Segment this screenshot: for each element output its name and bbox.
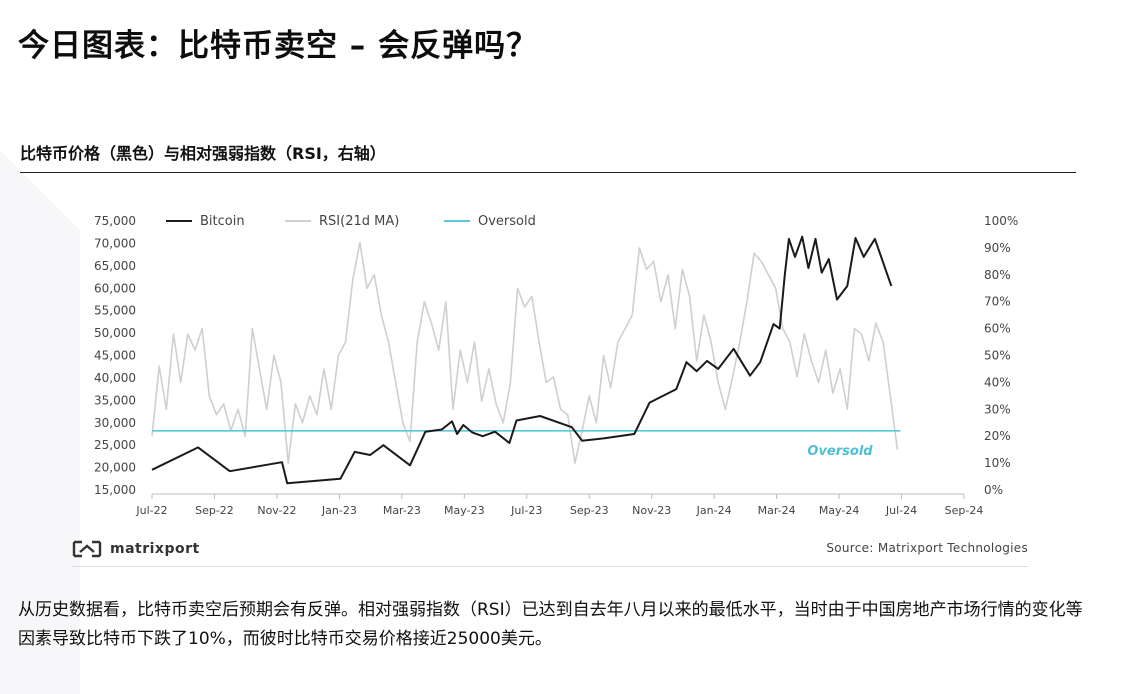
x-tick-label: Sep-23 bbox=[570, 504, 609, 517]
y-left-tick-label: 50,000 bbox=[94, 326, 136, 340]
y-left-tick-label: 65,000 bbox=[94, 259, 136, 273]
y-right-tick-label: 80% bbox=[984, 268, 1011, 282]
rsi-series-line bbox=[151, 241, 899, 464]
y-right-tick-label: 0% bbox=[984, 483, 1003, 497]
x-tick-label: May-23 bbox=[444, 504, 485, 517]
y-left-tick-label: 35,000 bbox=[94, 393, 136, 407]
x-tick-label: Jul-24 bbox=[885, 504, 917, 517]
y-left-tick-label: 75,000 bbox=[94, 214, 136, 228]
y-right-tick-label: 100% bbox=[984, 214, 1018, 228]
y-left-tick-label: 30,000 bbox=[94, 416, 136, 430]
y-left-tick-label: 45,000 bbox=[94, 349, 136, 363]
y-right-tick-label: 90% bbox=[984, 241, 1011, 255]
x-tick-label: Nov-23 bbox=[632, 504, 671, 517]
x-tick-label: Jul-23 bbox=[510, 504, 542, 517]
body-paragraph: 从历史数据看，比特币卖空后预期会有反弹。相对强弱指数（RSI）已达到自去年八月以… bbox=[18, 600, 1083, 649]
y-left-tick-label: 60,000 bbox=[94, 281, 136, 295]
y-left-tick-label: 40,000 bbox=[94, 371, 136, 385]
brand-logo: matrixport bbox=[72, 539, 200, 559]
y-left-tick-label: 15,000 bbox=[94, 483, 136, 497]
y-right-tick-label: 20% bbox=[984, 429, 1011, 443]
chart: Jul-22 Sep-22 Nov-22 Jan-23 Mar-23 May-23 Jul-… bbox=[94, 214, 1018, 517]
x-tick-label: Jan-24 bbox=[696, 504, 732, 517]
x-tick-label: Sep-22 bbox=[195, 504, 234, 517]
x-tick-label: May-24 bbox=[819, 504, 860, 517]
x-tick-label: Sep-24 bbox=[945, 504, 984, 517]
y-left-tick-label: 70,000 bbox=[94, 236, 136, 250]
legend-label-2: Oversold bbox=[478, 214, 536, 229]
y-right-tick-label: 30% bbox=[984, 402, 1011, 416]
y-right-tick-label: 10% bbox=[984, 456, 1011, 470]
x-tick-label: Jul-22 bbox=[135, 504, 167, 517]
y-left-tick-label: 25,000 bbox=[94, 438, 136, 452]
y-right-tick-label: 60% bbox=[984, 322, 1011, 336]
y-right-tick-label: 40% bbox=[984, 375, 1011, 389]
y-left-tick-label: 55,000 bbox=[94, 304, 136, 318]
subtitle-divider bbox=[20, 172, 1076, 173]
x-tick-label: Mar-23 bbox=[383, 504, 421, 517]
matrixport-logo-icon bbox=[72, 540, 102, 558]
x-tick-label: Jan-23 bbox=[321, 504, 357, 517]
legend-label-0: Bitcoin bbox=[200, 214, 245, 229]
bitcoin-series-line bbox=[151, 235, 893, 485]
legend-label-1: RSI(21d MA) bbox=[319, 214, 399, 229]
oversold-label: Oversold bbox=[807, 444, 873, 459]
footer-divider bbox=[72, 566, 1028, 567]
chart-subtitle: 比特币价格（黑色）与相对强弱指数（RSI，右轴） bbox=[20, 144, 386, 163]
x-tick-label: Nov-22 bbox=[257, 504, 296, 517]
page-title: 今日图表：比特币卖空 – 会反弹吗？ bbox=[18, 28, 539, 64]
y-left-tick-label: 20,000 bbox=[94, 461, 136, 475]
y-right-tick-label: 50% bbox=[984, 349, 1011, 363]
y-right-tick-label: 70% bbox=[984, 295, 1011, 309]
x-tick-label: Mar-24 bbox=[758, 504, 796, 517]
source-note: Source: Matrixport Technologies bbox=[826, 541, 1028, 555]
brand-name: matrixport bbox=[110, 541, 200, 557]
